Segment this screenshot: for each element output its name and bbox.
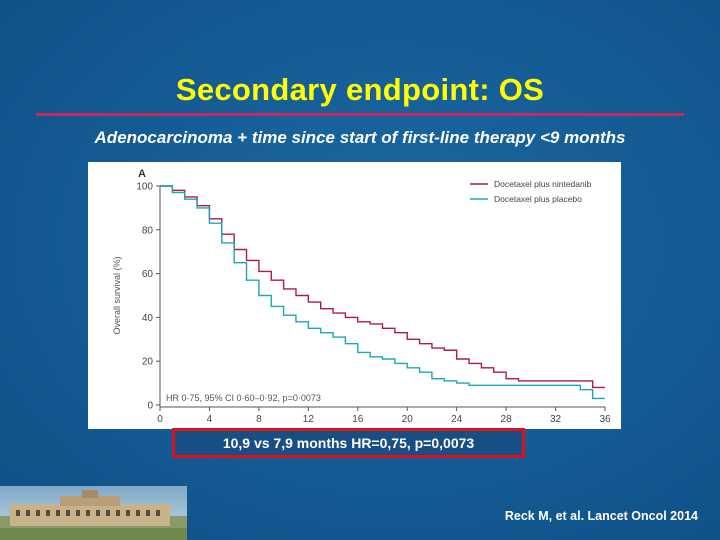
- y-tick-label: 60: [142, 269, 154, 280]
- y-tick-label: 40: [142, 313, 154, 324]
- panel-label: A: [138, 168, 146, 180]
- x-tick-label: 12: [303, 414, 315, 425]
- km-survival-chart: A 0 20 40 60 80 100 0 4 8 12 16 20 24 28 32 36 Overall su…: [112, 168, 611, 425]
- x-tick-label: 0: [157, 414, 163, 425]
- y-axis-label: Overall survival (%): [112, 256, 122, 334]
- y-tick-label: 20: [142, 357, 154, 368]
- legend-label: Docetaxel plus placebo: [494, 194, 582, 204]
- y-tick-label: 80: [142, 225, 154, 236]
- km-chart-panel: A 0 20 40 60 80 100 0 4 8 12 16 20 24 28 32 36 Overall su…: [88, 162, 621, 429]
- slide-subtitle: Adenocarcinoma + time since start of fir…: [94, 128, 626, 147]
- hr-annotation: HR 0·75, 95% CI 0·60–0·92, p=0·0073: [166, 393, 321, 403]
- x-tick-label: 4: [207, 414, 213, 425]
- result-summary-box: 10,9 vs 7,9 months HR=0,75, p=0,0073: [172, 428, 525, 458]
- x-tick-label: 20: [402, 414, 414, 425]
- x-tick-label: 8: [256, 414, 262, 425]
- building-photo: [0, 486, 187, 540]
- x-tick-label: 28: [501, 414, 513, 425]
- series-line-nintedanib: [160, 185, 605, 389]
- title-divider: [36, 113, 684, 116]
- y-tick-label: 0: [147, 401, 153, 412]
- legend-label: Docetaxel plus nintedanib: [494, 179, 592, 189]
- y-tick-label: 100: [136, 182, 153, 193]
- citation: Reck M, et al. Lancet Oncol 2014: [504, 509, 698, 523]
- series-line-placebo: [160, 185, 605, 400]
- slide-title: Secondary endpoint: OS: [175, 72, 545, 107]
- x-tick-label: 24: [451, 414, 463, 425]
- x-tick-label: 32: [550, 414, 562, 425]
- x-tick-label: 16: [352, 414, 364, 425]
- x-tick-label: 36: [599, 414, 611, 425]
